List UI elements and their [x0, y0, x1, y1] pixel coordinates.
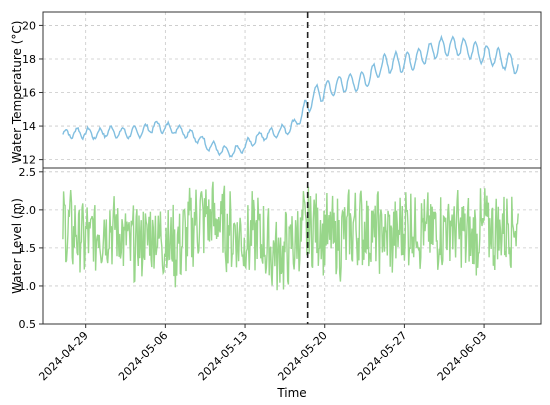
y-tick-label: 20 — [22, 19, 36, 32]
water-level-series-line — [62, 181, 519, 291]
y-tick-label: 1.0 — [19, 280, 37, 293]
y-tick-label: 14 — [22, 120, 36, 133]
time-x-axis-label: Time — [276, 386, 306, 400]
water-level-y-ticks: 0.5 1.0 1.5 2.0 2.5 — [19, 166, 43, 331]
x-tick-label: 2024-05-13 — [196, 329, 250, 383]
x-tick-label: 2024-04-29 — [36, 329, 90, 383]
x-tick-label: 2024-05-20 — [275, 329, 329, 383]
water-level-panel: 0.51.01.52.02.5 2024-04-29 2024-05-06 2024… — [10, 166, 542, 400]
temperature-y-ticks: 12 14 16 18 20 — [22, 19, 43, 167]
y-tick-label: 12 — [22, 154, 36, 167]
temperature-series-line — [62, 34, 519, 158]
y-tick-label: 2.5 — [19, 166, 37, 179]
temperature-y-axis-label: Water Temperature (°C) — [10, 21, 24, 164]
y-tick-label: 16 — [22, 87, 36, 100]
x-tick-label: 2024-06-03 — [435, 329, 489, 383]
x-tick-label: 2024-05-06 — [116, 329, 170, 383]
temperature-grid — [43, 12, 541, 168]
y-tick-label: 0.5 — [19, 318, 37, 331]
water-level-plot-frame — [42, 167, 542, 325]
y-tick-label: 1.5 — [19, 242, 37, 255]
temperature-plot-frame — [42, 11, 542, 169]
temperature-panel: 12 14 16 18 20 Water Temperature (°C) — [10, 11, 542, 169]
y-tick-label: 18 — [22, 53, 36, 66]
water-level-y-axis-label: Water Level (m) — [10, 198, 24, 294]
y-tick-label: 2.0 — [19, 204, 37, 217]
x-tick-label: 2024-05-27 — [355, 329, 409, 383]
time-x-ticks: 2024-04-29 2024-05-06 2024-05-13 2024-05-20… — [36, 324, 489, 383]
